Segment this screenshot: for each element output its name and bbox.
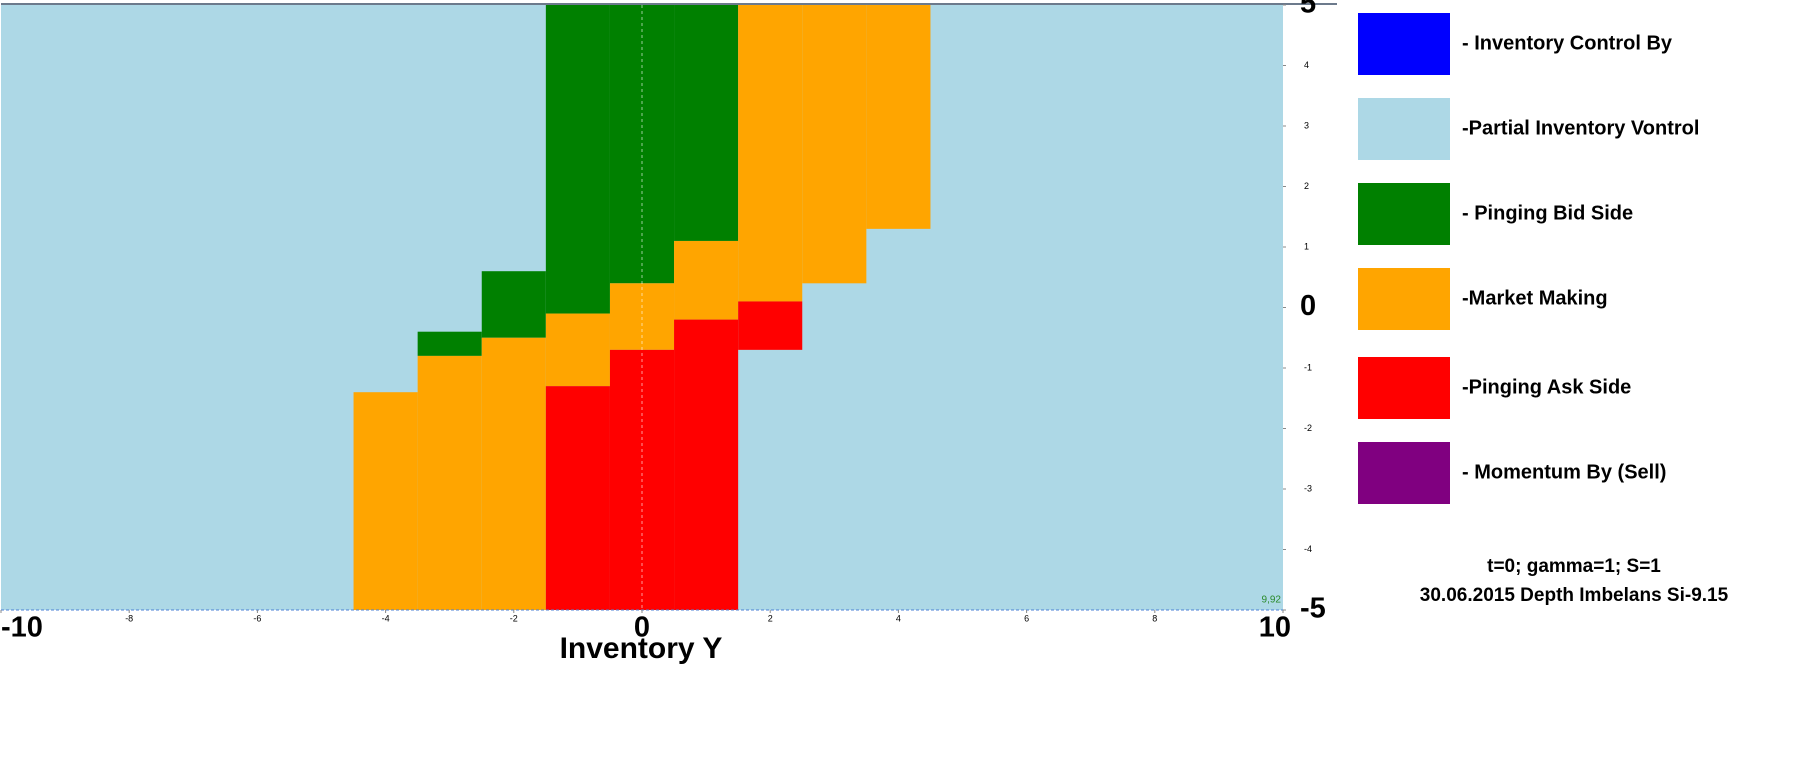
legend-label: -Pinging Ask Side <box>1462 376 1631 398</box>
y-tick-label: 5 <box>1300 0 1316 20</box>
x-tick-label: 2 <box>768 613 773 623</box>
region <box>417 355 482 610</box>
y-tick-label: 0 <box>1300 290 1316 322</box>
region <box>481 271 546 338</box>
region <box>674 240 739 320</box>
region <box>545 386 610 610</box>
y-tick-label: 3 <box>1304 120 1309 130</box>
x-tick-label: 6 <box>1024 613 1029 623</box>
legend-swatch <box>1358 13 1450 75</box>
x-tick-label: -4 <box>382 613 390 623</box>
x-tick-label: 0 <box>634 612 650 644</box>
region <box>802 5 867 284</box>
region <box>545 5 610 314</box>
x-tick-label: -2 <box>510 613 518 623</box>
legend-label: - Momentum By (Sell) <box>1462 461 1666 483</box>
legend-swatch <box>1358 268 1450 330</box>
x-tick-label: -6 <box>253 613 261 623</box>
x-axis-label: Inventory Y <box>560 632 723 665</box>
x-tick-label: 10 <box>1259 612 1291 644</box>
region <box>417 331 482 356</box>
y-tick-label: 1 <box>1304 241 1309 251</box>
x-tick-label: -10 <box>1 612 43 644</box>
x-tick-label: -8 <box>125 613 133 623</box>
region <box>866 5 931 229</box>
region <box>545 313 610 387</box>
y-tick-label: 4 <box>1304 60 1309 70</box>
region <box>353 392 418 610</box>
legend-label: - Pinging Bid Side <box>1462 202 1633 224</box>
y-tick-label: -1 <box>1304 362 1312 372</box>
region <box>674 5 739 241</box>
y-tick-label: -3 <box>1304 483 1312 493</box>
y-tick-label: -2 <box>1304 423 1312 433</box>
annotation: t=0; gamma=1; S=1 <box>1487 556 1661 577</box>
x-tick-label: 4 <box>896 613 901 623</box>
x-tick-label: 8 <box>1152 613 1157 623</box>
legend-label: -Market Making <box>1462 287 1608 309</box>
corner-label: 9,92 <box>1262 595 1282 606</box>
legend-swatch <box>1358 442 1450 504</box>
y-tick-label: -4 <box>1304 544 1312 554</box>
region <box>481 337 546 610</box>
region <box>738 301 803 350</box>
legend-swatch <box>1358 98 1450 160</box>
y-tick-label: -5 <box>1300 593 1326 625</box>
legend-label: - Inventory Control By <box>1462 32 1673 54</box>
region <box>738 5 803 302</box>
legend-swatch <box>1358 357 1450 419</box>
region <box>674 319 739 610</box>
legend-swatch <box>1358 183 1450 245</box>
y-tick-label: 2 <box>1304 181 1309 191</box>
annotation: 30.06.2015 Depth Imbelans Si-9.15 <box>1420 585 1729 606</box>
legend-label: -Partial Inventory Vontrol <box>1462 117 1699 139</box>
